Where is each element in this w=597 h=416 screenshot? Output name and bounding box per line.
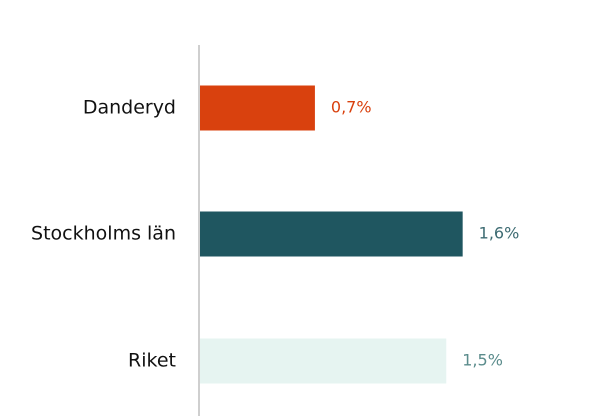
category-label: Stockholms län <box>31 223 176 245</box>
bar <box>200 85 315 131</box>
value-label: 1,6% <box>479 224 520 243</box>
value-label: 0,7% <box>331 98 372 117</box>
category-label: Riket <box>128 350 176 372</box>
category-label: Danderyd <box>83 97 176 119</box>
value-label: 1,5% <box>462 351 503 370</box>
bar <box>200 338 447 384</box>
bar <box>200 211 463 257</box>
